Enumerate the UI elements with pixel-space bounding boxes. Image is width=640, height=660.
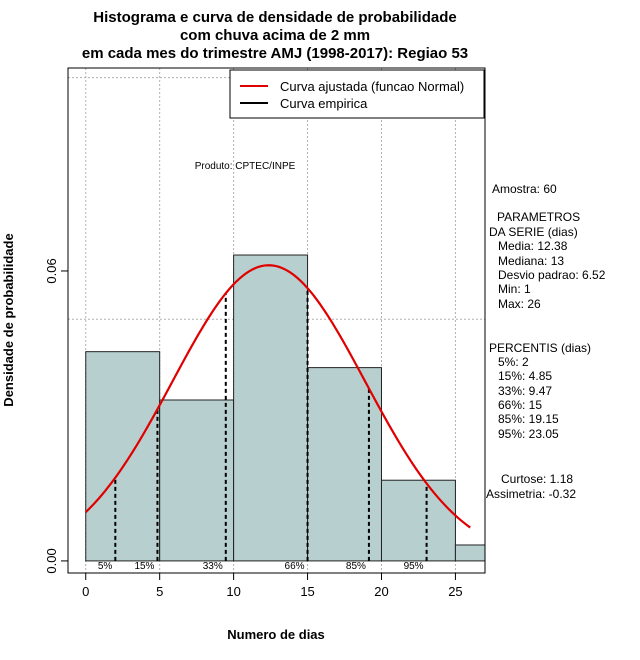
stat-perc-5: 5%: 2 bbox=[498, 355, 529, 369]
chart-title-line-3: em cada mes do trimestre AMJ (1998-2017)… bbox=[82, 45, 468, 62]
stat-param-title-1: PARAMETROS bbox=[497, 210, 580, 224]
stat-desvio: Desvio padrao: 6.52 bbox=[498, 268, 606, 282]
x-tick-label: 15 bbox=[300, 584, 314, 599]
percentile-label: 95% bbox=[404, 561, 424, 572]
stat-min: Min: 1 bbox=[498, 282, 531, 296]
y-tick-label: 0.00 bbox=[44, 548, 59, 573]
histogram-bar bbox=[233, 254, 309, 562]
chart-title-line-2: com chuva acima de 2 mm bbox=[180, 27, 370, 44]
stat-amostra: Amostra: 60 bbox=[492, 182, 557, 196]
legend-label-normal: Curva ajustada (funcao Normal) bbox=[280, 79, 464, 94]
stat-perc-66: 66%: 15 bbox=[498, 398, 542, 412]
stat-max: Max: 26 bbox=[498, 297, 541, 311]
stats-panel: Amostra: 60 PARAMETROS DA SERIE (dias) M… bbox=[486, 182, 606, 501]
y-tick-label: 0.06 bbox=[44, 258, 59, 283]
histogram-bar bbox=[380, 479, 456, 562]
normal-fit-curve bbox=[84, 264, 471, 529]
stat-assimetria: Assimetria: -0.32 bbox=[486, 487, 576, 501]
stat-curtose: Curtose: 1.18 bbox=[501, 472, 573, 486]
stat-perc-33: 33%: 9.47 bbox=[498, 384, 552, 398]
stat-perc-15: 15%: 4.85 bbox=[498, 369, 552, 383]
stat-perc-95: 95%: 23.05 bbox=[498, 427, 559, 441]
percentile-lines: 5% 15% 33% 66% 85% 95% bbox=[98, 288, 428, 572]
percentile-label: 66% bbox=[285, 561, 305, 572]
stat-mediana: Mediana: 13 bbox=[498, 254, 564, 268]
x-tick-label: 20 bbox=[374, 584, 388, 599]
x-tick-label: 0 bbox=[82, 584, 89, 599]
histogram-bars bbox=[85, 254, 486, 562]
chart-title-line-1: Histograma e curva de densidade de proba… bbox=[93, 9, 456, 26]
x-tick-label: 5 bbox=[156, 584, 163, 599]
histogram-bar bbox=[454, 544, 486, 562]
stat-media: Media: 12.38 bbox=[498, 239, 568, 253]
percentile-label: 33% bbox=[203, 561, 223, 572]
legend-box bbox=[229, 69, 485, 119]
percentile-label: 5% bbox=[98, 561, 113, 572]
histogram-bar bbox=[159, 399, 235, 562]
stat-perc-title: PERCENTIS (dias) bbox=[489, 341, 591, 355]
x-axis-title: Numero de dias bbox=[227, 627, 325, 642]
stat-param-title-2: DA SERIE (dias) bbox=[489, 225, 578, 239]
y-axis-title: Densidade de probabilidade bbox=[1, 233, 16, 406]
x-tick-label: 25 bbox=[448, 584, 462, 599]
histogram-bar bbox=[85, 351, 161, 562]
legend-label-empirical: Curva empirica bbox=[280, 96, 368, 111]
percentile-label: 15% bbox=[134, 561, 154, 572]
x-axis: 0 5 10 15 20 25 bbox=[82, 572, 463, 599]
x-tick-label: 10 bbox=[226, 584, 240, 599]
legend: Curva ajustada (funcao Normal) Curva emp… bbox=[229, 69, 485, 119]
histogram-bar bbox=[307, 367, 382, 562]
y-axis: 0.00 0.06 bbox=[44, 258, 69, 574]
product-annotation: Produto: CPTEC/INPE bbox=[195, 161, 296, 172]
stat-perc-85: 85%: 19.15 bbox=[498, 412, 559, 426]
percentile-label: 85% bbox=[346, 561, 366, 572]
